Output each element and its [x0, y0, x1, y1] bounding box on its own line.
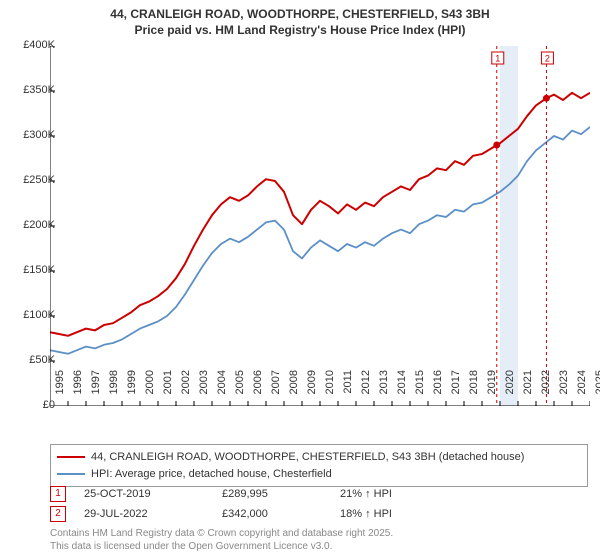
x-tick-label: 2014: [396, 370, 408, 410]
table-row: 1 25-OCT-2019 £289,995 21% ↑ HPI: [50, 486, 588, 502]
x-tick-label: 2008: [288, 370, 300, 410]
x-tick-label: 2016: [432, 370, 444, 410]
sale-price: £289,995: [222, 488, 322, 500]
title-line-2: Price paid vs. HM Land Registry's House …: [135, 23, 466, 37]
x-tick-label: 1996: [72, 370, 84, 410]
x-tick-label: 2012: [360, 370, 372, 410]
y-tick-label: £350K: [5, 84, 55, 96]
footer-line-2: This data is licensed under the Open Gov…: [50, 541, 332, 552]
x-tick-label: 2002: [180, 370, 192, 410]
y-tick-label: £300K: [5, 129, 55, 141]
y-tick-label: £100K: [5, 309, 55, 321]
x-tick-label: 2001: [162, 370, 174, 410]
legend-label: HPI: Average price, detached house, Ches…: [91, 466, 332, 483]
sale-pct-vs-hpi: 18% ↑ HPI: [340, 508, 460, 520]
svg-text:2: 2: [545, 54, 550, 64]
y-tick-label: £400K: [5, 39, 55, 51]
legend-swatch: [57, 473, 85, 475]
title-line-1: 44, CRANLEIGH ROAD, WOODTHORPE, CHESTERF…: [110, 7, 489, 21]
legend-swatch: [57, 456, 85, 458]
x-tick-label: 2024: [576, 370, 588, 410]
x-tick-label: 1998: [108, 370, 120, 410]
y-tick-label: £250K: [5, 174, 55, 186]
x-tick-label: 2017: [450, 370, 462, 410]
sale-marker-badge: 1: [50, 486, 66, 502]
sale-marker-badge: 2: [50, 506, 66, 522]
y-tick-label: £0: [5, 399, 55, 411]
x-tick-label: 2010: [324, 370, 336, 410]
legend-item: HPI: Average price, detached house, Ches…: [57, 466, 581, 483]
x-tick-label: 2007: [270, 370, 282, 410]
x-tick-label: 1999: [126, 370, 138, 410]
x-tick-label: 2022: [540, 370, 552, 410]
x-tick-label: 2013: [378, 370, 390, 410]
x-tick-label: 1995: [54, 370, 66, 410]
line-chart-svg: 12: [50, 46, 590, 406]
chart-container: 44, CRANLEIGH ROAD, WOODTHORPE, CHESTERF…: [0, 0, 600, 560]
x-tick-label: 2011: [342, 370, 354, 410]
x-tick-label: 2020: [504, 370, 516, 410]
x-tick-label: 2021: [522, 370, 534, 410]
legend: 44, CRANLEIGH ROAD, WOODTHORPE, CHESTERF…: [50, 444, 588, 487]
x-tick-label: 2018: [468, 370, 480, 410]
svg-text:1: 1: [495, 54, 500, 64]
x-tick-label: 2004: [216, 370, 228, 410]
x-tick-label: 2025: [594, 370, 600, 410]
table-row: 2 29-JUL-2022 £342,000 18% ↑ HPI: [50, 506, 588, 522]
x-tick-label: 1997: [90, 370, 102, 410]
sale-date: 25-OCT-2019: [84, 488, 204, 500]
sale-price: £342,000: [222, 508, 322, 520]
y-tick-label: £50K: [5, 354, 55, 366]
y-tick-label: £200K: [5, 219, 55, 231]
footer-attribution: Contains HM Land Registry data © Crown c…: [50, 528, 393, 553]
sales-table: 1 25-OCT-2019 £289,995 21% ↑ HPI 2 29-JU…: [50, 486, 588, 526]
chart-title: 44, CRANLEIGH ROAD, WOODTHORPE, CHESTERF…: [0, 0, 600, 38]
sale-pct-vs-hpi: 21% ↑ HPI: [340, 488, 460, 500]
x-tick-label: 2003: [198, 370, 210, 410]
y-tick-label: £150K: [5, 264, 55, 276]
x-tick-label: 2023: [558, 370, 570, 410]
legend-item: 44, CRANLEIGH ROAD, WOODTHORPE, CHESTERF…: [57, 449, 581, 466]
x-tick-label: 2009: [306, 370, 318, 410]
sale-date: 29-JUL-2022: [84, 508, 204, 520]
x-tick-label: 2005: [234, 370, 246, 410]
legend-label: 44, CRANLEIGH ROAD, WOODTHORPE, CHESTERF…: [91, 449, 524, 466]
x-tick-label: 2019: [486, 370, 498, 410]
footer-line-1: Contains HM Land Registry data © Crown c…: [50, 528, 393, 539]
x-tick-label: 2000: [144, 370, 156, 410]
x-tick-label: 2015: [414, 370, 426, 410]
x-tick-label: 2006: [252, 370, 264, 410]
chart-plot-area: 12: [50, 46, 590, 406]
